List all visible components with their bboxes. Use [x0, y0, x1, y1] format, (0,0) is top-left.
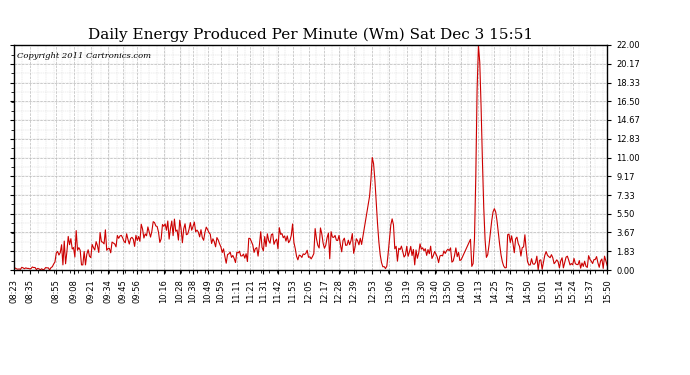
Title: Daily Energy Produced Per Minute (Wm) Sat Dec 3 15:51: Daily Energy Produced Per Minute (Wm) Sa… [88, 28, 533, 42]
Text: Copyright 2011 Cartronics.com: Copyright 2011 Cartronics.com [17, 52, 151, 60]
